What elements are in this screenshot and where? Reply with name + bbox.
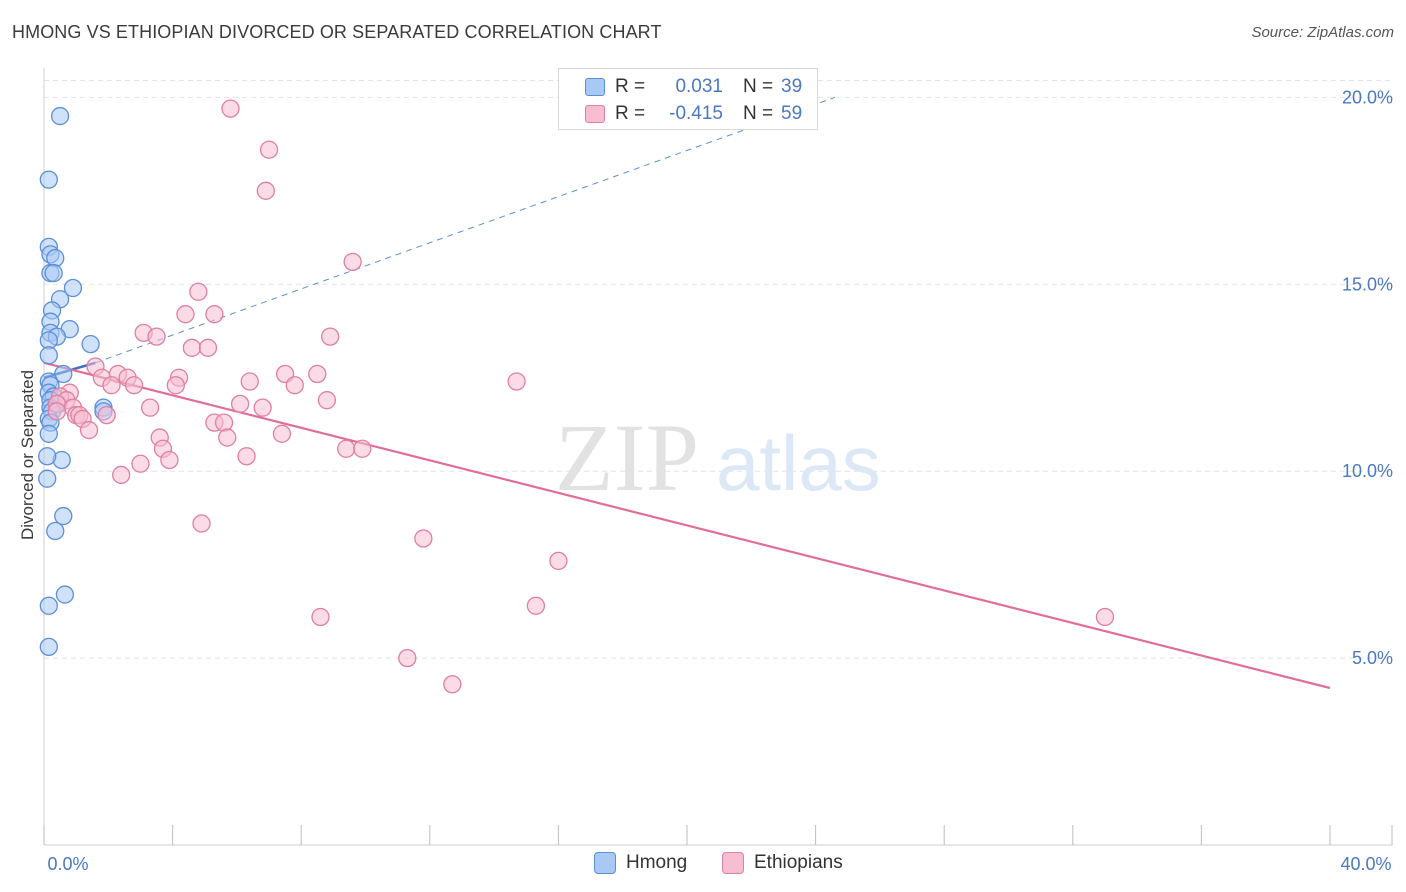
hmong-point	[38, 469, 57, 488]
trend-lines	[43, 96, 1331, 690]
hmong-point	[38, 447, 57, 466]
source-label: Source: ZipAtlas.com	[1251, 24, 1394, 41]
hmong-point	[39, 596, 58, 615]
ethiopians-swatch	[585, 105, 605, 123]
hmong-point	[50, 106, 70, 126]
stats-legend: R = 0.031 N = 39 R = -0.415 N = 59	[558, 68, 818, 130]
ethiopians-point	[285, 376, 304, 395]
y-axis-label: Divorced or Separated	[18, 370, 37, 540]
ethiopians-point	[353, 439, 372, 458]
n-value: 59	[781, 103, 803, 124]
ethiopians-point	[124, 376, 144, 395]
ethiopians-point	[218, 428, 237, 447]
ethiopians-point	[256, 181, 275, 200]
ethiopians-point	[192, 514, 211, 533]
grid-lines	[44, 80, 1392, 659]
ethiopians-point	[112, 465, 131, 485]
watermark-atlas: atlas	[716, 419, 881, 507]
hmong-point	[63, 278, 83, 298]
ethiopians-point	[182, 338, 202, 357]
legend-item-hmong: Hmong	[594, 850, 687, 876]
x-tick-label: 0.0%	[47, 854, 88, 874]
ethiopians-point	[140, 398, 160, 417]
r-label: R =	[615, 103, 646, 124]
ethiopians-point	[1095, 607, 1115, 627]
ethiopians-point	[131, 454, 150, 473]
ethiopians-point	[308, 364, 327, 384]
ethiopians-point	[47, 402, 67, 421]
hmong-point	[39, 170, 58, 189]
legend-row-hmong: R = 0.031 N = 39	[585, 74, 802, 100]
hmong-trend-extension	[95, 96, 836, 364]
hmong-point	[55, 585, 75, 604]
ethiopians-point	[343, 252, 362, 272]
ethiopians-point	[237, 447, 256, 466]
legend-row-ethiopians: R = -0.415 N = 59	[585, 101, 802, 127]
ethiopians-point	[311, 607, 330, 627]
y-tick-label: 10.0%	[1342, 461, 1393, 481]
hmong-point	[39, 346, 58, 365]
ethiopians-point	[205, 305, 224, 324]
r-label: R =	[615, 76, 646, 97]
ethiopians-point	[230, 394, 250, 414]
hmong-point	[54, 364, 73, 384]
ethiopians-point	[320, 327, 340, 346]
y-tick-label: 15.0%	[1342, 274, 1393, 294]
ethiopians-point	[526, 596, 546, 615]
ethiopians-point	[414, 529, 433, 548]
ethiopians-point	[337, 439, 356, 458]
ethiopians-point	[160, 450, 179, 470]
ethiopians-point	[317, 391, 337, 410]
ethiopians-trend-line	[43, 361, 1331, 690]
r-value: -0.415	[669, 103, 723, 124]
n-value: 39	[781, 76, 803, 97]
hmong-point	[39, 424, 58, 443]
watermark-zip: ZIP	[555, 404, 699, 511]
ethiopians-point	[102, 376, 121, 395]
data-points	[38, 99, 1115, 694]
ethiopians-point	[549, 551, 568, 571]
ethiopians-point	[166, 376, 185, 395]
ethiopians-legend-swatch	[722, 852, 744, 874]
ethiopians-point	[198, 338, 218, 357]
ethiopians-point	[147, 327, 166, 346]
ethiopians-point	[398, 648, 417, 668]
ethiopians-point	[253, 398, 272, 417]
ethiopians-point	[240, 372, 259, 391]
hmong-point	[81, 334, 100, 354]
ethiopians-point	[97, 405, 116, 425]
r-value: 0.031	[675, 76, 723, 97]
ethiopians-point	[259, 140, 279, 159]
y-tick-label: 20.0%	[1342, 87, 1393, 107]
ethiopians-point	[214, 413, 234, 432]
ethiopians-point	[443, 675, 462, 694]
chart-title: HMONG VS ETHIOPIAN DIVORCED OR SEPARATED…	[12, 22, 662, 42]
watermark: ZIP atlas	[555, 404, 881, 511]
hmong-point	[39, 637, 58, 657]
x-tick-label: 40.0%	[1340, 854, 1391, 874]
hmong-point	[54, 506, 73, 526]
hmong-legend-swatch	[594, 852, 616, 874]
ethiopians-point	[79, 420, 99, 440]
hmong-point	[46, 521, 65, 541]
ethiopians-point	[189, 282, 208, 301]
tick-labels: 5.0% 10.0% 15.0% 20.0% 0.0% 40.0%	[47, 87, 1393, 874]
n-label: N =	[743, 103, 774, 124]
n-label: N =	[743, 76, 774, 97]
hmong-legend-label: Hmong	[626, 852, 688, 873]
ethiopians-legend-label: Ethiopians	[754, 852, 843, 873]
y-tick-label: 5.0%	[1352, 648, 1393, 668]
hmong-point	[44, 263, 63, 283]
ethiopians-point	[176, 305, 195, 324]
legend-item-ethiopians: Ethiopians	[722, 850, 843, 876]
ethiopians-point	[221, 99, 240, 118]
hmong-swatch	[585, 78, 605, 96]
ethiopians-point	[272, 424, 292, 443]
ethiopians-point	[507, 372, 526, 391]
